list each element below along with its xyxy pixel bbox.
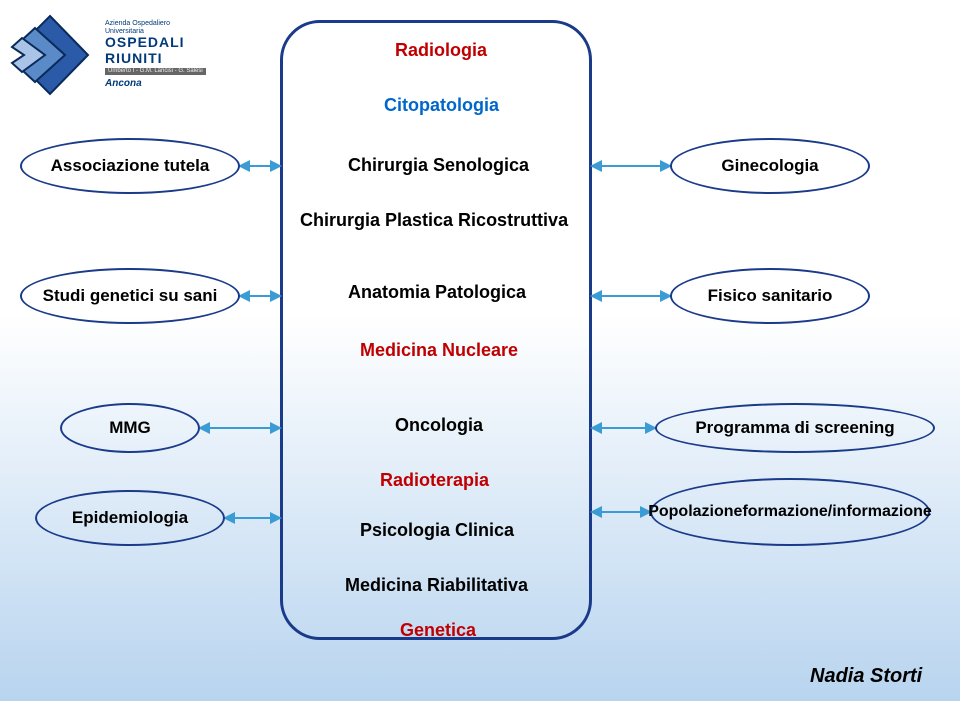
left-node: Studi genetici su sani	[20, 268, 240, 324]
center-label: Medicina Nucleare	[360, 340, 518, 361]
center-label: Chirurgia Senologica	[348, 155, 529, 176]
author-name: Nadia Storti	[810, 665, 922, 688]
center-label: Psicologia Clinica	[360, 520, 514, 541]
logo-text: Azienda Ospedaliero Universitaria OSPEDA…	[105, 20, 210, 89]
left-node: Epidemiologia	[35, 490, 225, 546]
center-label: Chirurgia Plastica Ricostruttiva	[300, 210, 568, 231]
right-node: Fisico sanitario	[670, 268, 870, 324]
logo-line5: Ancona	[105, 78, 210, 89]
left-node: Associazione tutela	[20, 138, 240, 194]
right-node: Ginecologia	[670, 138, 870, 194]
hospital-logo: Azienda Ospedaliero Universitaria OSPEDA…	[10, 10, 210, 100]
center-label: Citopatologia	[384, 95, 499, 116]
center-label: Radioterapia	[380, 470, 489, 491]
logo-line1: Azienda Ospedaliero Universitaria	[105, 20, 210, 35]
logo-line4: Umberto I - G.M. Lancisi - G. Salesi	[105, 68, 206, 75]
logo-line2: OSPEDALI	[105, 35, 210, 50]
logo-line3: RIUNITI	[105, 51, 210, 66]
left-node: MMG	[60, 403, 200, 453]
right-node: Programma di screening	[655, 403, 935, 453]
right-node: Popolazioneformazione/informazione	[650, 478, 930, 546]
center-label: Oncologia	[395, 415, 483, 436]
center-label: Radiologia	[395, 40, 487, 61]
logo-icon	[10, 10, 105, 100]
center-label: Medicina Riabilitativa	[345, 575, 528, 596]
center-label: Genetica	[400, 620, 476, 641]
center-label: Anatomia Patologica	[348, 282, 526, 303]
